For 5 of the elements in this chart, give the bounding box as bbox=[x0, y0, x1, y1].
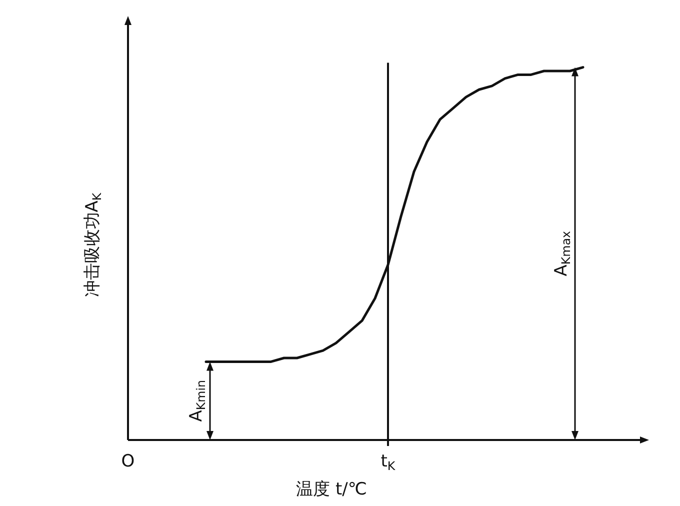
x-tick-label: O bbox=[121, 451, 135, 472]
annotation: AKmax bbox=[551, 230, 574, 276]
x-axis-title: 温度 t/℃ bbox=[296, 479, 367, 500]
annotation: AKmin bbox=[186, 380, 208, 422]
y-axis-title: 冲击吸收功AK bbox=[82, 192, 104, 298]
